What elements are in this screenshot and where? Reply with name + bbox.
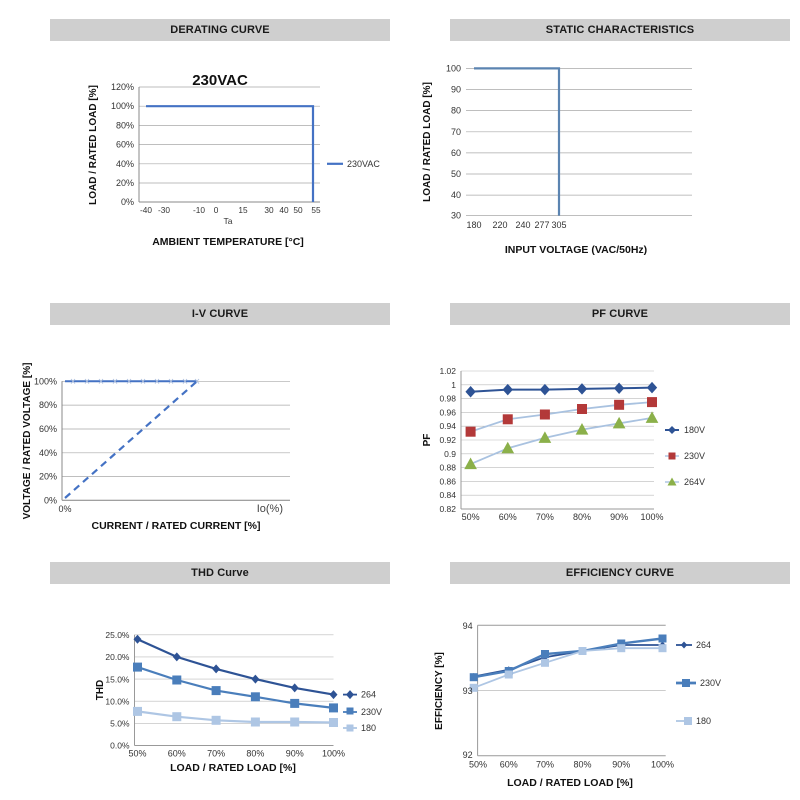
svg-text:180: 180	[361, 723, 376, 733]
svg-text:180V: 180V	[684, 425, 705, 435]
svg-text:AMBIENT TEMPERATURE [°C]: AMBIENT TEMPERATURE [°C]	[152, 236, 304, 248]
svg-text:0.84: 0.84	[439, 490, 456, 500]
svg-text:60%: 60%	[116, 140, 134, 150]
svg-text:92: 92	[463, 750, 473, 760]
svg-text:0%: 0%	[121, 197, 134, 207]
svg-text:0.92: 0.92	[439, 435, 456, 445]
svg-text:80%: 80%	[573, 512, 591, 522]
svg-text:0.82: 0.82	[439, 504, 456, 514]
svg-text:1: 1	[451, 380, 456, 390]
svg-text:60%: 60%	[499, 512, 517, 522]
svg-text:80%: 80%	[573, 760, 591, 770]
svg-text:CURRENT / RATED CURRENT [%]: CURRENT / RATED CURRENT [%]	[92, 520, 261, 532]
svg-text:0%: 0%	[58, 504, 71, 514]
svg-text:94: 94	[463, 621, 473, 631]
svg-text:50: 50	[293, 205, 303, 215]
svg-text:20%: 20%	[39, 472, 57, 482]
svg-text:80%: 80%	[116, 120, 134, 130]
svg-text:PF: PF	[422, 434, 433, 447]
svg-text:230V: 230V	[684, 451, 705, 461]
svg-text:90%: 90%	[612, 760, 630, 770]
svg-text:Io(%): Io(%)	[257, 503, 283, 515]
svg-text:0%: 0%	[44, 495, 57, 505]
svg-text:LOAD / RATED LOAD [%]: LOAD / RATED LOAD [%]	[170, 762, 296, 774]
svg-text:100%: 100%	[322, 749, 345, 759]
svg-text:50%: 50%	[469, 760, 487, 770]
svg-text:93: 93	[463, 686, 473, 696]
svg-text:230VAC: 230VAC	[347, 159, 380, 169]
svg-text:0.88: 0.88	[439, 463, 456, 473]
svg-text:264V: 264V	[684, 477, 705, 487]
svg-text:0.0%: 0.0%	[110, 741, 130, 751]
svg-text:0.98: 0.98	[439, 394, 456, 404]
svg-text:80%: 80%	[246, 749, 264, 759]
svg-text:LOAD / RATED LOAD [%]: LOAD / RATED LOAD [%]	[88, 85, 99, 205]
svg-text:INPUT VOLTAGE (VAC/50Hz): INPUT VOLTAGE (VAC/50Hz)	[505, 244, 647, 256]
svg-text:LOAD / RATED LOAD [%]: LOAD / RATED LOAD [%]	[422, 82, 433, 202]
svg-text:220: 220	[492, 220, 507, 230]
svg-text:100%: 100%	[651, 760, 674, 770]
svg-text:264: 264	[696, 640, 711, 650]
svg-text:100%: 100%	[111, 101, 134, 111]
svg-text:230V: 230V	[700, 678, 721, 688]
svg-text:100%: 100%	[640, 512, 663, 522]
svg-text:10.0%: 10.0%	[105, 696, 130, 706]
svg-text:0.94: 0.94	[439, 421, 456, 431]
svg-text:-30: -30	[158, 205, 170, 215]
svg-text:40%: 40%	[116, 159, 134, 169]
svg-text:60: 60	[451, 148, 461, 158]
svg-text:30: 30	[264, 205, 274, 215]
svg-text:THD: THD	[95, 680, 106, 701]
svg-text:90%: 90%	[610, 512, 628, 522]
svg-text:50%: 50%	[462, 512, 480, 522]
svg-text:40%: 40%	[39, 448, 57, 458]
svg-text:120%: 120%	[111, 82, 134, 92]
svg-text:30: 30	[451, 211, 461, 221]
svg-text:-40: -40	[140, 205, 152, 215]
svg-text:LOAD / RATED LOAD [%]: LOAD / RATED LOAD [%]	[507, 777, 633, 789]
svg-text:40: 40	[279, 205, 289, 215]
svg-text:0: 0	[214, 205, 219, 215]
svg-text:100%: 100%	[34, 376, 57, 386]
svg-text:15: 15	[238, 205, 248, 215]
svg-text:VOLTAGE / RATED VOLTAGE [%]: VOLTAGE / RATED VOLTAGE [%]	[22, 363, 33, 520]
svg-text:60%: 60%	[500, 760, 518, 770]
svg-text:15.0%: 15.0%	[105, 674, 130, 684]
svg-text:60%: 60%	[39, 424, 57, 434]
svg-text:50: 50	[451, 169, 461, 179]
svg-text:0.96: 0.96	[439, 407, 456, 417]
svg-text:100: 100	[446, 63, 461, 73]
svg-text:80: 80	[451, 106, 461, 116]
svg-text:40: 40	[451, 190, 461, 200]
svg-text:5.0%: 5.0%	[110, 719, 130, 729]
svg-text:70%: 70%	[536, 512, 554, 522]
svg-text:70: 70	[451, 127, 461, 137]
svg-text:230V: 230V	[361, 707, 382, 717]
svg-text:70%: 70%	[536, 760, 554, 770]
svg-text:264: 264	[361, 690, 376, 700]
svg-text:0.86: 0.86	[439, 476, 456, 486]
svg-text:1.02: 1.02	[439, 366, 456, 376]
svg-text:80%: 80%	[39, 400, 57, 410]
svg-text:180: 180	[696, 716, 711, 726]
svg-text:277: 277	[534, 220, 549, 230]
svg-text:20%: 20%	[116, 178, 134, 188]
svg-text:70%: 70%	[207, 749, 225, 759]
svg-text:180: 180	[466, 220, 481, 230]
svg-text:240: 240	[515, 220, 530, 230]
svg-text:90: 90	[451, 85, 461, 95]
svg-text:90%: 90%	[286, 749, 304, 759]
svg-text:50%: 50%	[128, 749, 146, 759]
svg-text:0.9: 0.9	[444, 449, 456, 459]
svg-text:55: 55	[311, 205, 321, 215]
svg-text:20.0%: 20.0%	[105, 652, 130, 662]
svg-text:Ta: Ta	[224, 216, 233, 226]
svg-text:EFFICIENCY [%]: EFFICIENCY [%]	[434, 652, 445, 730]
svg-text:-10: -10	[193, 205, 205, 215]
svg-text:60%: 60%	[168, 749, 186, 759]
svg-text:230VAC: 230VAC	[192, 72, 248, 89]
svg-text:305: 305	[551, 220, 566, 230]
svg-text:25.0%: 25.0%	[105, 630, 130, 640]
